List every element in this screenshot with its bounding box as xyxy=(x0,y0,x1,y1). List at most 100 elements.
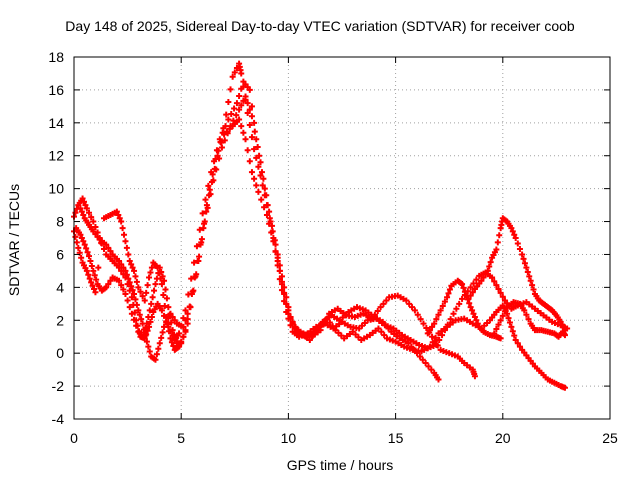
data-point xyxy=(149,294,156,301)
data-point xyxy=(258,169,265,176)
data-point xyxy=(478,277,485,284)
data-point xyxy=(497,335,504,342)
data-point xyxy=(231,105,238,112)
data-point xyxy=(129,264,136,271)
data-point xyxy=(521,260,528,267)
data-point xyxy=(101,245,108,252)
data-point xyxy=(147,318,154,325)
data-point xyxy=(465,295,472,302)
data-point xyxy=(171,317,178,324)
data-point xyxy=(83,205,90,212)
data-point xyxy=(276,267,283,274)
data-point xyxy=(419,356,426,363)
data-point xyxy=(482,271,489,278)
data-point xyxy=(161,277,168,284)
plot-background xyxy=(74,57,610,419)
y-tick-label: 12 xyxy=(48,148,64,164)
data-point xyxy=(439,303,446,310)
data-point xyxy=(429,333,436,340)
data-point xyxy=(244,147,251,154)
data-point xyxy=(122,290,129,297)
data-point xyxy=(487,259,494,266)
data-point xyxy=(530,286,537,293)
data-point xyxy=(77,231,84,238)
data-point xyxy=(251,175,258,182)
chart-title: Day 148 of 2025, Sidereal Day-to-day VTE… xyxy=(65,18,575,34)
data-point xyxy=(274,258,281,265)
data-point xyxy=(120,264,127,271)
data-point xyxy=(238,123,245,130)
data-point xyxy=(88,214,95,221)
data-point xyxy=(375,325,382,332)
y-axis-label: SDTVAR / TECUs xyxy=(6,183,22,297)
data-point xyxy=(154,264,161,271)
data-point xyxy=(240,129,247,136)
data-point xyxy=(228,111,235,118)
data-point xyxy=(80,211,87,218)
data-point xyxy=(511,332,518,339)
data-point xyxy=(86,253,93,260)
data-point xyxy=(489,274,496,281)
data-point xyxy=(447,316,454,323)
data-point xyxy=(90,267,97,274)
data-point xyxy=(467,304,474,311)
data-point xyxy=(380,300,387,307)
data-point xyxy=(215,147,222,154)
data-point xyxy=(509,228,516,235)
x-tick-label: 0 xyxy=(70,430,78,446)
data-point xyxy=(270,238,277,245)
data-point xyxy=(258,196,265,203)
data-point xyxy=(246,86,253,93)
data-point xyxy=(306,337,313,344)
data-layer xyxy=(71,60,571,391)
y-tick-label: 4 xyxy=(56,279,64,295)
data-point xyxy=(255,188,262,195)
data-point xyxy=(253,182,260,189)
data-point xyxy=(161,323,168,330)
data-point xyxy=(295,327,302,334)
y-tick-label: 18 xyxy=(48,49,64,65)
data-point xyxy=(125,275,132,282)
data-point xyxy=(77,205,84,212)
data-point xyxy=(371,311,378,318)
data-point xyxy=(428,366,435,373)
data-point xyxy=(501,308,508,315)
data-point xyxy=(456,300,463,307)
data-point xyxy=(470,280,477,287)
data-point xyxy=(289,320,296,327)
data-point xyxy=(405,340,412,347)
data-point xyxy=(561,384,568,391)
data-point xyxy=(470,310,477,317)
data-point xyxy=(469,289,476,296)
data-point xyxy=(126,304,133,311)
data-point xyxy=(103,284,110,291)
data-point xyxy=(75,244,82,251)
y-tick-label: 14 xyxy=(48,115,64,131)
data-point xyxy=(147,269,154,276)
data-point xyxy=(312,329,319,336)
data-point xyxy=(414,311,421,318)
data-point xyxy=(129,287,136,294)
data-point xyxy=(115,211,122,218)
data-point xyxy=(261,192,268,199)
data-point xyxy=(471,313,478,320)
data-point xyxy=(450,310,457,317)
data-point xyxy=(163,319,170,326)
data-point xyxy=(268,229,275,236)
data-point xyxy=(227,86,234,93)
data-point xyxy=(229,73,236,80)
data-point xyxy=(135,307,142,314)
data-point xyxy=(182,328,189,335)
data-point xyxy=(459,295,466,302)
data-point xyxy=(233,100,240,107)
data-point xyxy=(198,239,205,246)
data-point xyxy=(118,282,125,289)
data-point xyxy=(123,271,130,278)
data-point xyxy=(499,312,506,319)
data-point xyxy=(248,169,255,176)
data-point xyxy=(230,117,237,124)
y-tick-label: 10 xyxy=(48,181,64,197)
data-point xyxy=(184,310,191,317)
data-point xyxy=(467,284,474,291)
data-point xyxy=(281,284,288,291)
